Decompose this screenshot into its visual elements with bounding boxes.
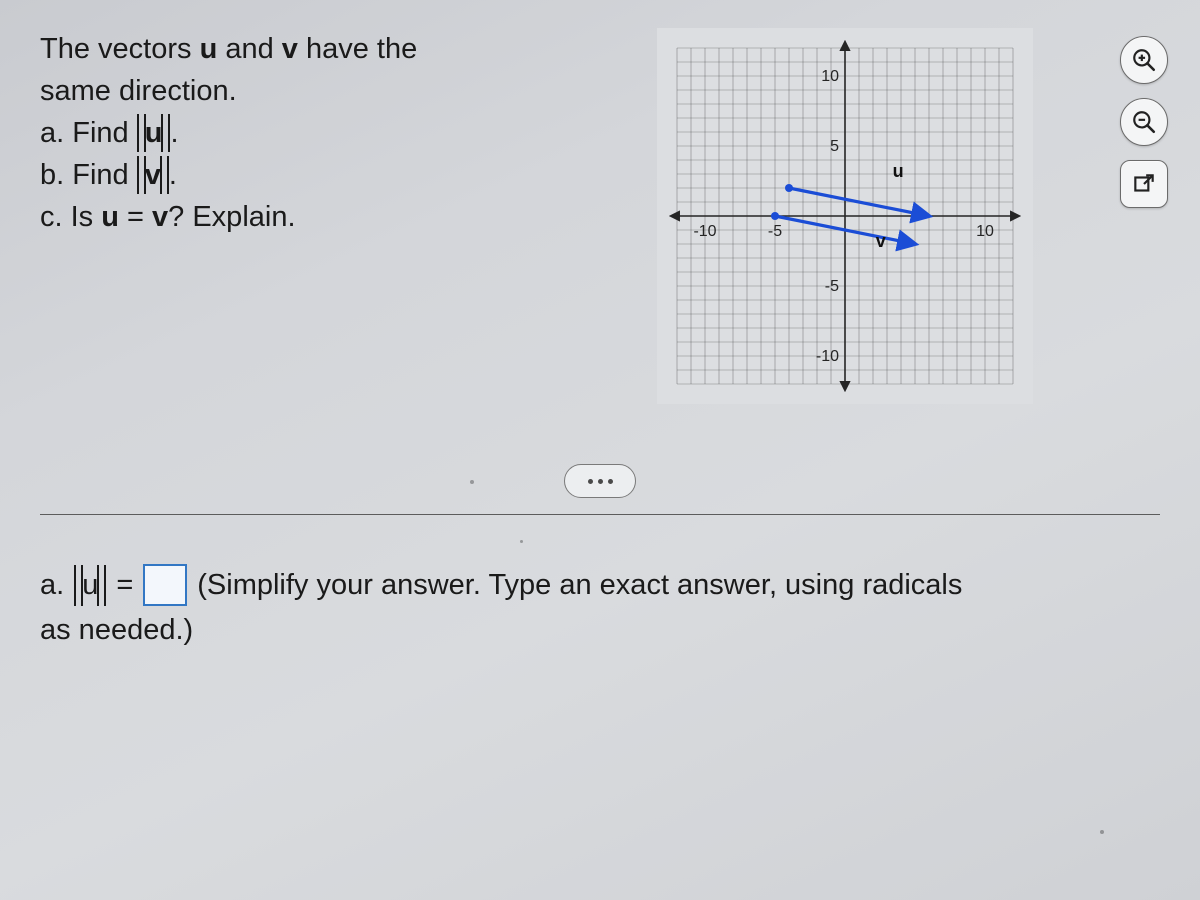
item-c-prefix: c. Is: [40, 201, 101, 233]
answer-section: a. u = (Simplify your answer. Type an ex…: [40, 563, 1160, 653]
answer-hint-2: as needed.): [40, 608, 1160, 653]
answer-prefix: a.: [40, 563, 64, 608]
intro-text-and: and: [217, 33, 282, 65]
svg-text:v: v: [876, 231, 886, 251]
answer-hint-1: (Simplify your answer. Type an exact ans…: [197, 563, 962, 608]
zoom-in-button[interactable]: [1120, 36, 1168, 84]
symbol-u: u: [200, 33, 218, 65]
answer-norm-u: u: [74, 563, 106, 608]
intro-line-2: same direction.: [40, 70, 520, 112]
dot-icon: [608, 479, 613, 484]
item-c-v: v: [152, 201, 168, 233]
intro-line-1: The vectors u and v have the: [40, 28, 520, 70]
item-b: b. Find v.: [40, 154, 520, 196]
norm-u-var: u: [145, 117, 163, 149]
item-c: c. Is u = v? Explain.: [40, 196, 520, 238]
norm-v: v: [137, 154, 169, 196]
zoom-out-icon: [1131, 109, 1157, 135]
item-a: a. Find u.: [40, 112, 520, 154]
popout-button[interactable]: [1120, 160, 1168, 208]
graph-toolbox: [1120, 36, 1168, 208]
svg-text:10: 10: [821, 68, 839, 85]
symbol-v: v: [282, 33, 298, 65]
svg-text:10: 10: [976, 223, 994, 240]
popout-icon: [1131, 171, 1157, 197]
answer-eq: =: [116, 563, 133, 608]
dot-icon: [598, 479, 603, 484]
coordinate-graph[interactable]: 10 -10 5 -5 10 -10 -5 u v: [657, 28, 1033, 404]
norm-v-var: v: [145, 159, 161, 191]
problem-statement: The vectors u and v have the same direct…: [40, 28, 520, 238]
more-options-pill[interactable]: [564, 464, 636, 498]
top-region: The vectors u and v have the same direct…: [40, 28, 1160, 404]
svg-text:u: u: [893, 161, 904, 181]
svg-text:-5: -5: [825, 278, 839, 295]
item-c-u: u: [101, 201, 119, 233]
norm-u: u: [137, 112, 171, 154]
zoom-in-icon: [1131, 47, 1157, 73]
graph-region: 10 -10 5 -5 10 -10 -5 u v: [530, 28, 1160, 404]
section-divider: [40, 514, 1160, 515]
answer-norm-u-var: u: [82, 569, 98, 601]
dot-icon: [588, 479, 593, 484]
svg-text:-10: -10: [693, 223, 716, 240]
svg-text:5: 5: [830, 138, 839, 155]
intro-text-1-end: have the: [298, 33, 417, 65]
item-b-period: .: [169, 159, 177, 191]
answer-input[interactable]: [143, 564, 187, 606]
item-b-prefix: b. Find: [40, 159, 137, 191]
intro-text-1: The vectors: [40, 33, 200, 65]
answer-line-1: a. u = (Simplify your answer. Type an ex…: [40, 563, 1160, 608]
item-c-eq: =: [119, 201, 152, 233]
item-a-prefix: a. Find: [40, 117, 137, 149]
item-c-suffix: ? Explain.: [168, 201, 295, 233]
item-a-period: .: [170, 117, 178, 149]
zoom-out-button[interactable]: [1120, 98, 1168, 146]
svg-text:-10: -10: [816, 348, 839, 365]
divider-row: [40, 464, 1160, 498]
svg-text:-5: -5: [768, 223, 782, 240]
